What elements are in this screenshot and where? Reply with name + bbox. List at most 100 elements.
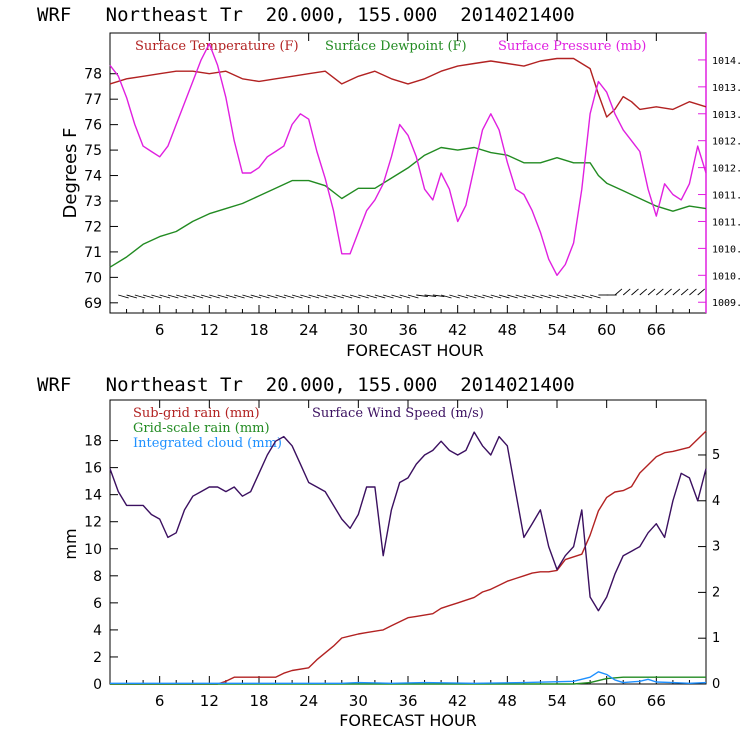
x-tick-label: 60 <box>597 321 616 339</box>
wind-barb <box>416 294 428 297</box>
wind-barb <box>507 294 518 299</box>
legend-integrated-cloud: Integrated cloud (mm) <box>133 436 282 451</box>
y-tick-label: 2 <box>93 650 102 666</box>
wind-barb <box>432 294 445 297</box>
rain-wind-panel: WRF Northeast Tr 20.000, 155.000 2014021… <box>37 374 720 730</box>
wind-barb <box>192 294 204 299</box>
y-tick-label: 78 <box>84 67 102 83</box>
legend-subgrid-rain: Sub-grid rain (mm) <box>133 406 260 421</box>
wind-barb <box>391 294 402 299</box>
wind-barb <box>383 294 394 299</box>
wind-barb <box>540 294 551 299</box>
y2-tick-label: 1010.0 <box>712 271 740 282</box>
wind-barb <box>631 288 639 296</box>
wind-barb <box>548 294 560 299</box>
x-tick-label: 12 <box>200 321 219 339</box>
wind-barb <box>647 288 656 296</box>
wind-barb <box>325 294 336 299</box>
wind-barb <box>134 294 146 299</box>
wind-barb <box>184 294 196 299</box>
y2-tick-label: 1012.5 <box>712 137 740 148</box>
y-axis-label-2: mm <box>61 528 80 559</box>
wind-barb <box>366 294 378 299</box>
surface-dewpoint-f-line <box>109 146 707 268</box>
plot-frame-1 <box>109 32 707 314</box>
legend-wind-speed: Surface Wind Speed (m/s) <box>312 406 484 421</box>
wind-barb <box>474 294 485 299</box>
wind-barb <box>234 294 245 299</box>
wind-barb <box>697 288 706 296</box>
wind-barb <box>159 294 171 299</box>
x-tick-label: 6 <box>155 321 165 339</box>
y-tick-label: 71 <box>84 245 102 261</box>
y2-tick-label: 2 <box>712 585 720 600</box>
y2-tick-label: 1 <box>712 631 720 646</box>
surface-temperature-f-line <box>109 57 707 118</box>
surface-wind-speed-m-s-line <box>109 431 707 612</box>
legend-dewpoint: Surface Dewpoint (F) <box>325 39 467 54</box>
surface-pressure-mb-line <box>109 43 707 276</box>
y2-tick-label: 5 <box>712 448 720 463</box>
wind-barb <box>490 294 502 299</box>
wind-barb <box>656 288 664 296</box>
wind-barb <box>399 294 411 299</box>
wind-barb <box>200 294 212 299</box>
wind-barb <box>126 294 138 299</box>
y-tick-label: 4 <box>93 623 102 639</box>
x-tick-label: 30 <box>349 692 368 710</box>
wind-barb <box>209 294 220 299</box>
y2-tick-label: 1009.5 <box>712 298 740 309</box>
wind-barb <box>407 294 419 299</box>
x-tick-label: 66 <box>647 321 666 339</box>
y-tick-label: 77 <box>84 92 102 108</box>
wind-barb <box>581 294 593 299</box>
y-tick-label: 18 <box>84 434 102 450</box>
x-tick-label: 66 <box>647 692 666 710</box>
x-tick-label: 48 <box>498 321 517 339</box>
x-tick-label: 18 <box>249 692 268 710</box>
y2-tick-label: 3 <box>712 540 720 555</box>
y2-tick-label: 1013.5 <box>712 83 740 94</box>
x-axis-label-1: FORECAST HOUR <box>346 341 484 360</box>
x-tick-label: 60 <box>597 692 616 710</box>
wind-barb <box>440 294 452 299</box>
wind-barb <box>300 294 311 299</box>
wind-barb <box>589 294 601 299</box>
wind-barb <box>333 294 345 299</box>
wind-barb <box>424 294 437 297</box>
y-tick-label: 72 <box>84 219 102 235</box>
panel-2-title: WRF Northeast Tr 20.000, 155.000 2014021… <box>37 374 575 396</box>
wind-barb <box>225 294 237 299</box>
x-tick-label: 36 <box>398 692 417 710</box>
wind-barb <box>664 288 672 296</box>
y-tick-label: 73 <box>84 194 102 210</box>
wind-barb <box>532 294 543 299</box>
y-tick-label: 16 <box>84 461 102 477</box>
y2-tick-label: 1014.0 <box>712 56 740 67</box>
y-tick-label: 8 <box>93 569 102 585</box>
y-tick-label: 12 <box>84 515 102 531</box>
wind-barb <box>118 294 129 299</box>
wind-barb <box>374 294 386 299</box>
y2-tick-label: 1012.0 <box>712 164 740 175</box>
y2-tick-label: 0 <box>712 677 720 692</box>
wind-barb <box>267 294 278 299</box>
x-tick-label: 18 <box>249 321 268 339</box>
x-tick-label: 42 <box>448 692 467 710</box>
wind-barb <box>283 294 295 299</box>
y-tick-label: 0 <box>93 677 102 693</box>
x-tick-label: 24 <box>299 321 318 339</box>
y-tick-label: 69 <box>84 296 102 312</box>
wind-barb <box>465 294 477 299</box>
temperature-pressure-panel: WRF Northeast Tr 20.000, 155.000 2014021… <box>37 4 740 360</box>
y2-tick-label: 4 <box>712 494 720 509</box>
wind-barb <box>498 294 510 299</box>
x-tick-label: 48 <box>498 692 517 710</box>
wind-barb <box>308 294 320 299</box>
wind-barb <box>449 294 460 299</box>
wind-barb <box>217 294 229 299</box>
sub-grid-rain-mm-line <box>110 430 707 685</box>
wind-barb <box>176 294 187 299</box>
wind-barb <box>515 294 527 299</box>
wind-barb <box>689 288 697 296</box>
